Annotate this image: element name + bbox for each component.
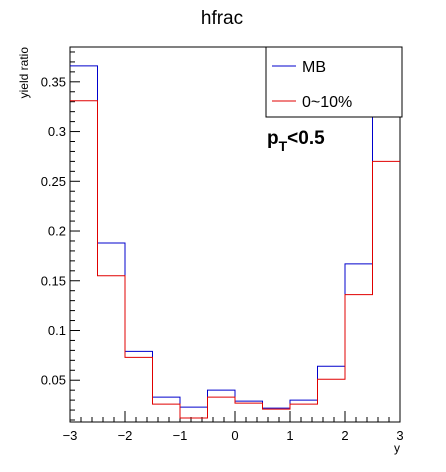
pt-cut-annotation: pT<0.5 xyxy=(267,128,325,154)
x-tick-label: −3 xyxy=(63,428,78,443)
y-axis-ticks: 0.05 0.1 0.15 0.2 0.25 0.3 0.35 xyxy=(41,52,80,420)
y-tick-label: 0.05 xyxy=(41,373,66,388)
legend: MB 0~10% xyxy=(266,47,402,117)
x-axis-label: y xyxy=(394,441,400,455)
legend-label: 0~10% xyxy=(302,94,352,111)
annotation-tail: <0.5 xyxy=(287,128,325,149)
series-1 xyxy=(70,101,400,418)
y-tick-label: 0.3 xyxy=(48,124,66,139)
series-line xyxy=(70,101,400,418)
y-tick-label: 0.1 xyxy=(48,323,66,338)
chart-title: hfrac xyxy=(201,8,243,29)
y-tick-label: 0.25 xyxy=(41,174,66,189)
x-tick-label: 1 xyxy=(286,428,293,443)
y-tick-label: 0.35 xyxy=(41,74,66,89)
legend-label: MB xyxy=(302,59,326,76)
y-tick-label: 0.2 xyxy=(48,224,66,239)
x-tick-label: 0 xyxy=(231,428,238,443)
y-axis-label: yield ratio xyxy=(17,47,31,99)
x-tick-label: 2 xyxy=(341,428,348,443)
x-axis-ticks: −3 −2 −1 0 1 2 3 xyxy=(63,411,404,443)
annotation-main: p xyxy=(267,128,279,149)
y-tick-label: 0.15 xyxy=(41,273,66,288)
x-tick-label: −1 xyxy=(173,428,188,443)
x-tick-label: −2 xyxy=(118,428,133,443)
